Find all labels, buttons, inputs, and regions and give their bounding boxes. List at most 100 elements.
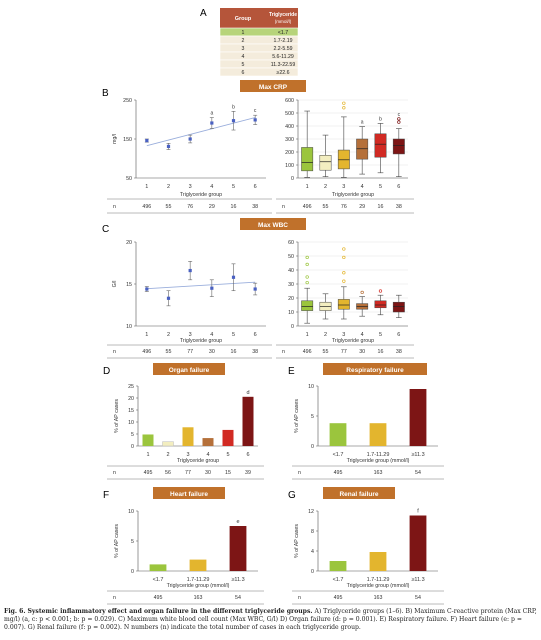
- x-tick-label: 4: [206, 452, 209, 458]
- n-row-label: n: [113, 204, 116, 210]
- y-axis-label: % of AP cases: [114, 399, 120, 433]
- bar: [222, 429, 234, 446]
- y-tick-label: 5: [311, 414, 314, 420]
- x-tick-label: <1.7: [333, 452, 344, 458]
- n-value: 15: [225, 470, 231, 476]
- box-outlier: [305, 275, 309, 279]
- significance-label: f: [417, 509, 419, 515]
- x-tick-label: 5: [232, 184, 235, 190]
- panel-f-letter: F: [103, 490, 109, 501]
- box: [392, 138, 405, 155]
- y-tick-label: 600: [285, 98, 294, 104]
- panel-d-letter: D: [103, 366, 110, 377]
- chart-c-right: 0 10 20 30 40 50 60 1 2 3 4 5 6 Triglyceride group n 49…: [276, 240, 414, 359]
- bar: [229, 526, 247, 571]
- box-outlier: [397, 117, 401, 121]
- y-tick-label: 500: [285, 111, 294, 117]
- x-tick-label: 1: [306, 184, 309, 190]
- x-tick-label: 2: [324, 184, 327, 190]
- box: [374, 300, 387, 309]
- caption-title: Systemic inflammatory effect and organ f…: [27, 608, 313, 615]
- mean-point: [253, 287, 257, 291]
- table-cell-triglyceride: 5.6-11.29: [272, 54, 294, 60]
- x-axis-label: Triglyceride group: [332, 338, 374, 344]
- x-tick-label: 3: [189, 184, 192, 190]
- n-value: 163: [374, 470, 383, 476]
- banner-organ-failure: Organ failure: [153, 363, 225, 375]
- svg-text:Organ failure: Organ failure: [169, 367, 210, 374]
- x-tick-label: 2: [166, 452, 169, 458]
- table-cell-triglyceride: 11.3-22.59: [271, 62, 296, 68]
- n-value: 54: [235, 595, 241, 601]
- significance-label: a: [210, 111, 213, 117]
- y-axis-label: % of AP cases: [294, 399, 300, 433]
- n-value: 38: [396, 349, 402, 355]
- box-outlier: [342, 271, 346, 275]
- n-value: 496: [303, 204, 312, 210]
- n-value: 495: [334, 470, 343, 476]
- n-value: 38: [252, 349, 258, 355]
- x-tick-label: ≥11.3: [411, 577, 424, 583]
- n-value: 30: [205, 470, 211, 476]
- chart-c-left: 10 15 20 G/l 1 2 3 4 5 6 Triglyceride group n 496 55 7…: [107, 240, 272, 359]
- x-axis-label: Triglyceride group: [180, 338, 222, 344]
- x-tick-label: 6: [254, 184, 257, 190]
- significance-label: a: [361, 120, 364, 126]
- n-value: 29: [359, 204, 365, 210]
- n-value: 496: [142, 349, 151, 355]
- x-tick-label: 2: [167, 184, 170, 190]
- table-cell-group: 6: [242, 70, 245, 76]
- n-value: 163: [374, 595, 383, 601]
- x-axis-label: Triglyceride group (mmol/l): [347, 583, 410, 589]
- bar: [329, 423, 347, 446]
- table-header-unit: (mmol/l): [275, 19, 292, 24]
- banner-heart-failure: Heart failure: [153, 487, 225, 499]
- significance-label: e: [236, 519, 239, 525]
- chart-b-left: 50 150 250 mg/l 1 2 3 4 5 6 Triglyceride group a b c n…: [107, 98, 272, 214]
- table-header-group: Group: [235, 16, 252, 22]
- trend-line: [146, 281, 256, 290]
- bar: [409, 389, 427, 446]
- x-tick-label: 3: [189, 332, 192, 338]
- n-value: 55: [166, 349, 172, 355]
- mean-point: [210, 121, 214, 125]
- y-tick-label: 8: [311, 529, 314, 535]
- significance-label: d: [246, 390, 249, 396]
- table-row: [219, 67, 299, 77]
- table-cell-triglyceride: 2.2-5.59: [273, 46, 292, 52]
- n-value: 16: [378, 204, 384, 210]
- y-tick-label: 0: [291, 176, 294, 182]
- y-tick-label: 250: [123, 98, 132, 104]
- x-tick-label: 4: [210, 184, 213, 190]
- table-cell-group: 3: [242, 46, 245, 52]
- bar: [369, 423, 387, 446]
- box-outlier: [360, 290, 364, 295]
- mean-point: [231, 119, 236, 123]
- chart-e: 0 5 10 % of AP cases <1.7 1.7-11.29 ≥11.3Trigl…: [292, 384, 444, 480]
- bar: [162, 441, 174, 447]
- x-tick-label: ≥11.3: [411, 452, 424, 458]
- bar: [242, 396, 254, 446]
- box: [301, 300, 314, 311]
- y-tick-label: 40: [288, 268, 294, 274]
- mean-point: [166, 296, 171, 300]
- bar: [329, 561, 347, 571]
- table-cell-group: 5: [242, 62, 245, 68]
- y-axis-label: G/l: [112, 281, 118, 288]
- y-axis-label: % of AP cases: [294, 524, 300, 558]
- n-row-label: n: [282, 204, 285, 210]
- x-axis-label: Triglyceride group: [177, 458, 219, 464]
- bar: [369, 552, 387, 571]
- banner-renal-failure: Renal failure: [323, 487, 395, 499]
- n-value: 77: [341, 349, 347, 355]
- n-value: 16: [231, 349, 237, 355]
- y-tick-label: 60: [288, 240, 294, 246]
- mean-point: [188, 137, 192, 141]
- x-tick-label: 3: [186, 452, 189, 458]
- panel-e-letter: E: [288, 366, 295, 377]
- significance-label: b: [379, 116, 382, 122]
- x-tick-label: 4: [210, 332, 213, 338]
- y-tick-label: 400: [285, 124, 294, 130]
- table-cell-triglyceride: ≥22.6: [277, 70, 290, 76]
